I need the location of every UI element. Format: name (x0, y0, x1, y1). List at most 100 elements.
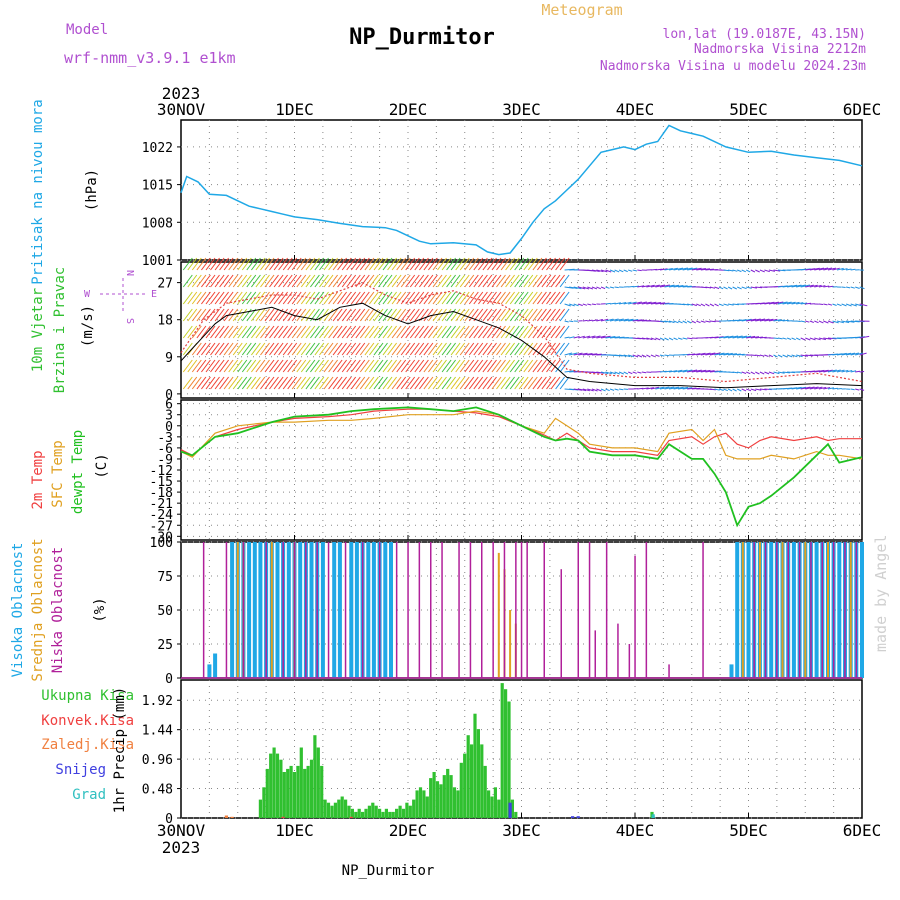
wind-barb (405, 325, 416, 339)
wind-barb (814, 267, 825, 271)
total-rain-bar (364, 808, 368, 818)
wind-barb (596, 371, 605, 374)
wind-barb (337, 359, 348, 373)
wind-barb (600, 269, 608, 273)
wind-barb (427, 274, 438, 288)
snow-bar (571, 816, 575, 818)
wind-barb (696, 303, 701, 307)
low-cloud-bar (242, 542, 245, 678)
wind-barb (473, 376, 484, 390)
wind-barb (441, 359, 452, 373)
wind-barb (859, 371, 865, 373)
wind-barb (855, 352, 863, 356)
y-tick-label: 1015 (142, 179, 173, 194)
wind-barb (509, 274, 520, 288)
wind-barb (260, 376, 270, 390)
wind-barb (477, 308, 488, 322)
wind-barb (269, 359, 279, 373)
wind-barb (669, 386, 680, 390)
wind-barb (264, 291, 275, 305)
pressure-unit: (hPa) (84, 169, 100, 211)
wind-barb (541, 325, 552, 339)
wind-barb (537, 291, 547, 305)
wind-barb (614, 286, 619, 289)
wind-barb (773, 337, 779, 339)
wind-barb (623, 269, 628, 273)
wind-barb (405, 342, 416, 356)
wind-barb (546, 325, 556, 339)
wind-barb (541, 342, 552, 356)
high-cloud-bar (735, 542, 740, 678)
wind-barb (455, 342, 466, 356)
wind-barb (659, 370, 667, 373)
frz-rain-legend: Zaledj.Kisa (41, 737, 134, 753)
wind-barb (482, 291, 493, 305)
wind-barb (655, 302, 666, 305)
wind-barb (664, 320, 671, 323)
wind-barb (455, 257, 466, 271)
wind-barb (473, 325, 484, 339)
wind-barb (718, 388, 724, 391)
wind-barb (255, 274, 266, 288)
wind-barb (723, 388, 728, 392)
wind-barb (396, 342, 407, 356)
wind-barb (250, 342, 261, 356)
wind-barb (314, 274, 325, 288)
wind-barb (182, 359, 193, 373)
wind-barb (487, 291, 497, 305)
wind-barb (223, 342, 234, 356)
high-cloud-bar (252, 542, 257, 678)
wind-barb (741, 318, 752, 322)
mid-cloud-bar (827, 542, 829, 678)
wind-barb (296, 274, 307, 288)
wind-barb (400, 325, 411, 339)
wind-barb (664, 337, 669, 341)
wind-barb (850, 286, 855, 289)
wind-barb (314, 308, 325, 322)
wind-barb (618, 302, 627, 305)
wind-barb (278, 325, 289, 339)
wind-barb (859, 388, 865, 391)
wind-barb (255, 257, 266, 271)
wind-barb (332, 376, 343, 390)
wind-barb (455, 325, 466, 339)
y-tick-label: -3 (157, 431, 173, 446)
total-rain-bar (316, 747, 320, 818)
y-tick-label: 9 (165, 351, 173, 366)
wind-barb (596, 335, 606, 339)
wind-barb (527, 291, 538, 305)
wind-barb (260, 257, 270, 271)
wind-barb (550, 274, 561, 288)
time-label-top: 3DEC (502, 100, 541, 119)
wind-barb (459, 308, 470, 322)
wind-barb (219, 359, 230, 373)
wind-barb (768, 269, 776, 272)
wind-barb (400, 359, 411, 373)
total-rain-bar (262, 787, 266, 818)
wind-barb (223, 257, 234, 271)
temperature-unit: (C) (94, 453, 110, 478)
y-tick-label: 6 (165, 398, 173, 413)
wind-barb (509, 376, 520, 390)
wind-barb (237, 257, 248, 271)
wind-barb (305, 257, 316, 271)
wind-barb (273, 359, 284, 373)
wind-barb (773, 269, 781, 272)
wind-barb (637, 285, 645, 288)
wind-barb (264, 376, 275, 390)
time-label-bottom: 5DEC (729, 821, 768, 840)
wind-barb (191, 274, 202, 288)
y-tick-label: 0 (165, 388, 173, 403)
low-cloud-bar (202, 542, 205, 678)
total-rain-bar (289, 765, 293, 818)
wind-barb (450, 274, 461, 288)
low-cloud-bar (520, 542, 523, 678)
wind-barb (409, 359, 420, 373)
low-cloud-bar (418, 542, 421, 678)
wind-barb (728, 303, 734, 306)
wind-barb (246, 274, 257, 288)
wind-barb (641, 354, 647, 358)
wind-barb (382, 274, 393, 288)
wind-barb (618, 371, 624, 375)
wind-barb (605, 269, 612, 273)
